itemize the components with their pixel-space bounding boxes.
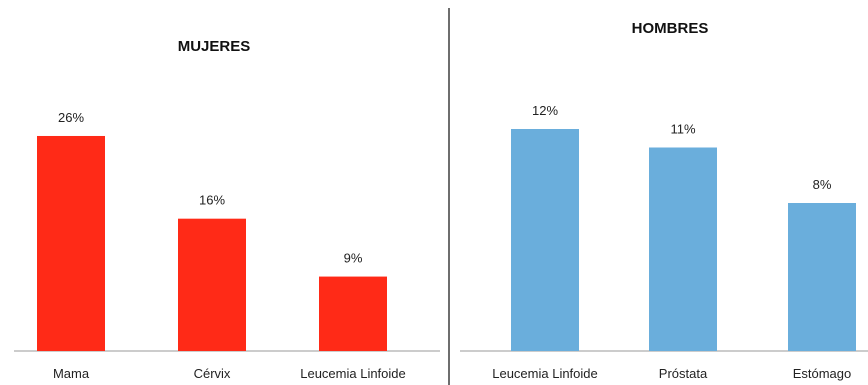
bar-mujeres-3 [319,276,387,351]
tick-label-mujeres-1: Mama [53,366,90,381]
tick-label-mujeres-3: Leucemia Linfoide [300,366,406,381]
value-label-mujeres-1: 26% [58,110,84,125]
bar-hombres-1 [511,129,579,351]
value-label-mujeres-2: 16% [199,193,225,208]
chart-title-mujeres: MUJERES [178,38,251,55]
value-label-hombres-2: 11% [670,122,695,137]
tick-label-hombres-2: Próstata [659,366,708,381]
value-label-mujeres-3: 9% [344,251,363,266]
bar-mujeres-1 [37,135,105,351]
bar-hombres-2 [649,147,717,351]
bar-mujeres-2 [178,218,246,351]
hombres-chart: HOMBRES 12% Leucemia Linfoide 11% Próstata 8… [460,20,868,381]
value-label-hombres-3: 8% [813,177,832,192]
tick-label-hombres-1: Leucemia Linfoide [492,366,598,381]
chart-title-hombres: HOMBRES [632,20,709,37]
value-label-hombres-1: 12% [532,103,558,118]
bar-hombres-3 [788,203,856,351]
mujeres-chart: MUJERES 26% Mama 16% Cérvix 9% Leucemia Linfo… [14,38,440,381]
tick-label-hombres-3: Estómago [793,366,852,381]
tick-label-mujeres-2: Cérvix [194,366,231,381]
